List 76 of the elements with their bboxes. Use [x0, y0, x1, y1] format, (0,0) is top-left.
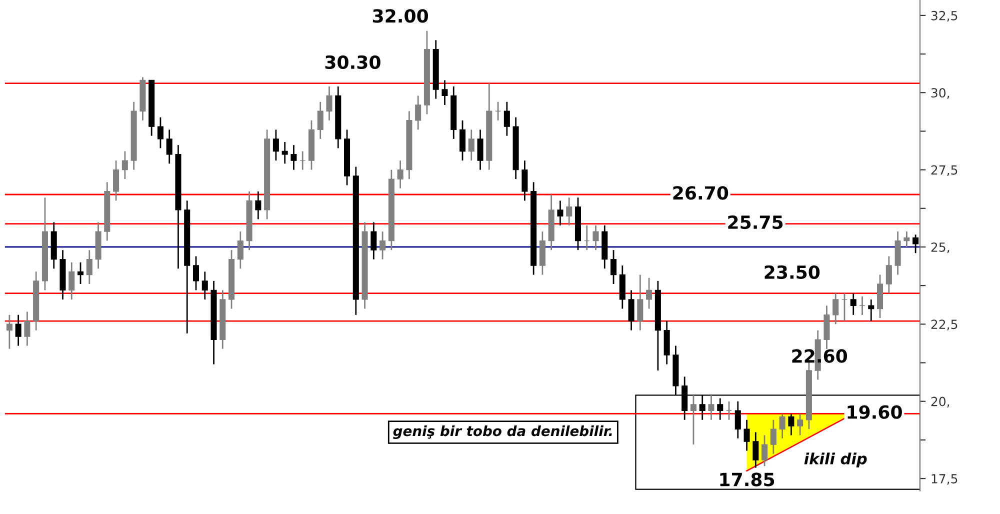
candlestick	[113, 160, 120, 202]
candlestick	[468, 128, 474, 162]
candlestick	[272, 128, 279, 162]
candlestick	[86, 249, 92, 285]
candlestick	[202, 270, 208, 300]
candlestick	[646, 277, 652, 310]
candlestick	[637, 274, 644, 332]
candlestick	[237, 230, 244, 270]
ref-line-label: 23.50	[764, 265, 820, 279]
candlestick	[442, 80, 448, 106]
annotation: 17.85	[720, 472, 774, 486]
candlestick	[752, 432, 759, 468]
annotation: ikili dip	[804, 452, 867, 468]
ref-line-label: 30.30	[325, 55, 380, 70]
candlestick	[726, 400, 732, 421]
candlestick	[770, 419, 776, 455]
candlestick	[326, 86, 332, 122]
candlestick	[122, 150, 128, 180]
candlestick	[628, 290, 634, 332]
annotation: geniş bir tobo da denilebilir.	[393, 425, 612, 439]
candlestick	[415, 95, 422, 130]
candlestick	[690, 394, 696, 446]
ref-line-label: 19.60	[848, 405, 902, 419]
candlestick	[912, 234, 919, 254]
candlestick	[797, 412, 804, 436]
candlestick	[459, 120, 466, 162]
y-tick-label: 22,5	[931, 320, 958, 330]
candlestick	[832, 292, 839, 325]
y-tick-label: 17,5	[932, 474, 958, 485]
candlestick	[504, 101, 510, 137]
candlestick	[717, 398, 724, 421]
candlestick	[734, 400, 741, 440]
candlestick	[744, 419, 750, 452]
candlestick	[592, 224, 599, 251]
candlestick	[859, 296, 866, 316]
candlestick	[522, 160, 528, 202]
y-tick-label: 20,	[931, 396, 950, 408]
y-tick-label: 25,	[931, 242, 950, 254]
candlestick	[15, 314, 22, 346]
candlestick	[841, 292, 848, 322]
candlestick	[290, 144, 297, 170]
candlestick	[77, 262, 84, 285]
candlestick	[788, 412, 794, 436]
candlestick	[317, 101, 324, 140]
candlestick	[850, 292, 856, 316]
candlestick	[477, 128, 484, 170]
candlestick	[282, 141, 288, 164]
candlestick	[370, 222, 377, 260]
candlestick	[192, 256, 200, 291]
candlestick	[779, 412, 786, 440]
candlestick	[255, 190, 262, 220]
candlestick	[300, 150, 306, 170]
candlestick	[904, 230, 910, 248]
ref-line-label: 26.70	[673, 186, 728, 200]
candlestick	[886, 256, 892, 294]
candlestick	[6, 314, 12, 350]
candlestick	[166, 128, 172, 164]
candlestick	[157, 116, 164, 149]
candlestick	[68, 262, 75, 300]
candlestick	[868, 298, 874, 322]
ref-line-label: 25.75	[728, 215, 783, 230]
candlestick	[762, 434, 768, 467]
y-tick-label: 27,5	[931, 165, 958, 176]
candlestick	[397, 160, 404, 190]
candlestick	[24, 311, 30, 346]
candlestick	[380, 230, 386, 260]
y-tick-label: 30,	[931, 88, 950, 99]
candlestick	[566, 196, 572, 226]
annotation: 32.00	[372, 9, 428, 23]
candlestick	[708, 394, 714, 421]
candlestick	[495, 101, 502, 122]
candlestick	[584, 224, 590, 251]
y-tick-label: 32,5	[931, 10, 958, 22]
ref-line-label: 22.60	[792, 349, 848, 363]
candlestick	[610, 249, 617, 285]
candlestick	[557, 200, 564, 226]
